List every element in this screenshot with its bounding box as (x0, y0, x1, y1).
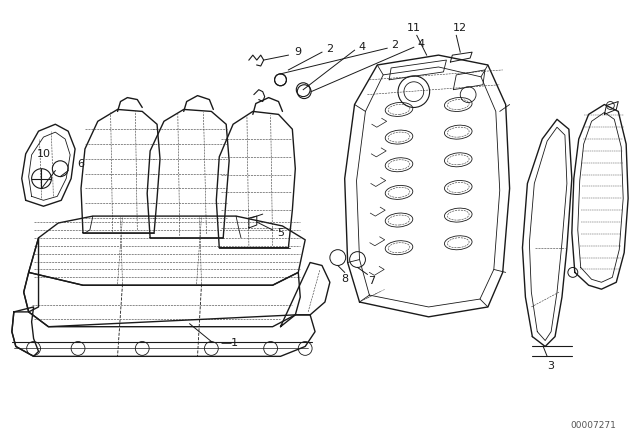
Text: 9: 9 (294, 47, 302, 57)
Text: 12: 12 (453, 23, 467, 34)
Text: 3: 3 (548, 361, 555, 371)
Text: 10: 10 (36, 149, 51, 159)
Text: 6: 6 (77, 159, 84, 169)
Text: 7: 7 (368, 276, 375, 286)
Text: 11: 11 (407, 23, 421, 34)
Text: 2: 2 (392, 40, 399, 50)
Text: 2: 2 (326, 44, 333, 54)
Text: 8: 8 (341, 274, 348, 284)
Text: 4: 4 (417, 39, 424, 49)
Text: 00007271: 00007271 (570, 422, 616, 431)
Text: 4: 4 (359, 42, 366, 52)
Text: —1: —1 (220, 339, 238, 349)
Text: 5: 5 (277, 228, 284, 238)
